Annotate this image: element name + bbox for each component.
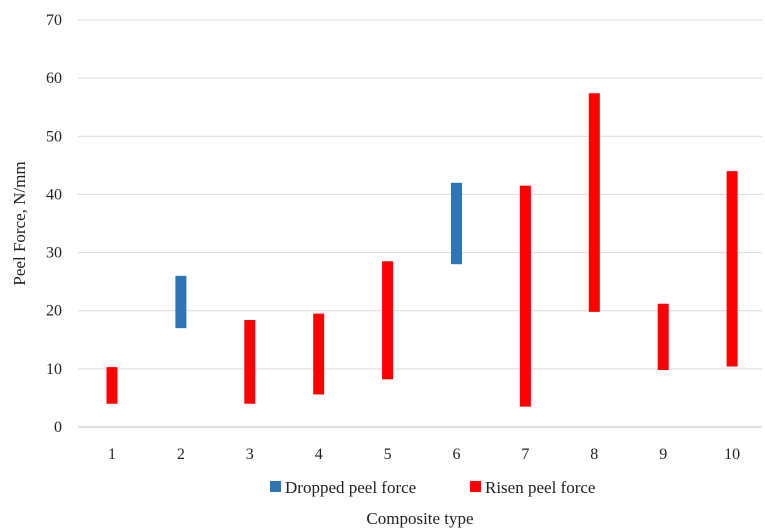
x-axis-title: Composite type: [366, 509, 473, 528]
y-tick-label: 10: [46, 361, 62, 378]
legend-swatch: [470, 481, 481, 492]
legend-swatch: [270, 481, 281, 492]
y-axis-title: Peel Force, N/mm: [10, 161, 29, 285]
range-bar: [382, 261, 394, 380]
y-tick-label: 60: [46, 70, 62, 87]
x-tick-label: 3: [246, 446, 254, 463]
range-bar: [106, 367, 118, 404]
range-bar: [657, 303, 669, 371]
legend: Dropped peel force Risen peel force: [270, 478, 595, 497]
y-tick-label: 70: [46, 12, 62, 29]
legend-label: Dropped peel force: [285, 478, 416, 497]
legend-item: Dropped peel force: [270, 478, 416, 497]
x-tick-label: 9: [659, 446, 667, 463]
y-tick-label: 40: [46, 186, 62, 203]
x-tick-label: 1: [108, 446, 116, 463]
legend-label: Risen peel force: [485, 478, 595, 497]
x-tick-label: 2: [177, 446, 185, 463]
range-bar: [519, 185, 531, 407]
range-bar: [588, 93, 600, 312]
y-tick-label: 20: [46, 303, 62, 320]
x-axis-ticks: 1 2 3 4 5 6 7 8 9 10: [108, 446, 740, 463]
x-tick-label: 5: [384, 446, 392, 463]
x-tick-label: 4: [315, 446, 323, 463]
x-tick-label: 10: [724, 446, 740, 463]
range-bar: [175, 275, 187, 329]
y-tick-label: 0: [54, 419, 62, 436]
range-bar: [726, 171, 738, 367]
range-bar: [313, 313, 325, 395]
y-tick-label: 30: [46, 245, 62, 262]
x-tick-label: 6: [453, 446, 461, 463]
gridlines: [78, 19, 762, 370]
x-tick-label: 7: [521, 446, 529, 463]
y-axis-ticks: 0 10 20 30 40 50 60 70: [46, 12, 62, 436]
legend-item: Risen peel force: [470, 478, 595, 497]
y-tick-label: 50: [46, 128, 62, 145]
range-bar: [244, 320, 256, 404]
range-bars: [106, 93, 738, 407]
range-bar: [451, 182, 462, 265]
x-tick-label: 8: [590, 446, 598, 463]
